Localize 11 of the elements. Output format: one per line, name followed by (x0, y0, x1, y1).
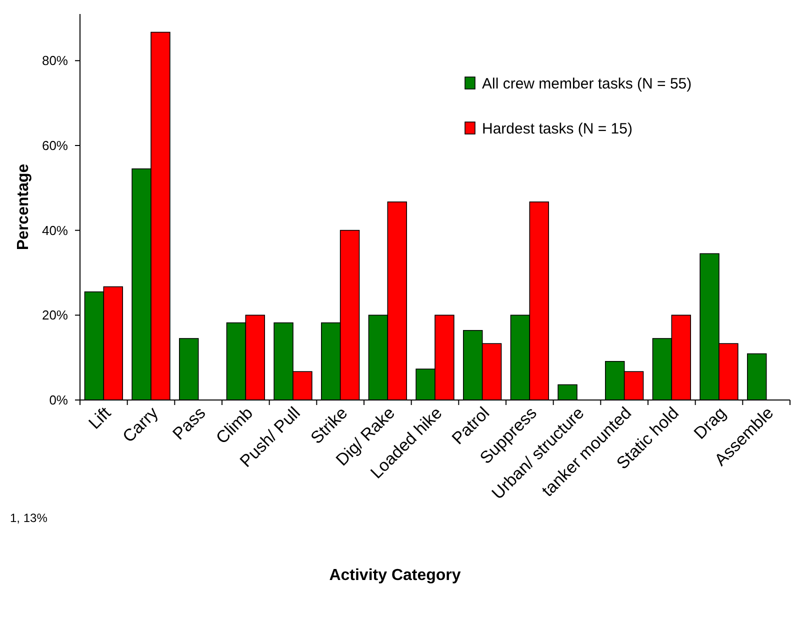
text: 1, 13% (10, 511, 48, 525)
y-tick-label: 40% (42, 222, 68, 238)
y-tick-label: 80% (42, 53, 68, 68)
y-axis-title: Percentage (15, 164, 32, 250)
x-tick-label: Lift (85, 403, 115, 433)
x-axis-title: Activity Category (329, 567, 461, 584)
y-tick-label: 20% (42, 308, 68, 323)
y-tick-label: 0% (49, 392, 68, 408)
y-tick-label: 60% (42, 138, 68, 154)
legend-label: All crew member tasks (N = 55) (482, 75, 692, 92)
legend-label: Hardest tasks (N = 15) (482, 120, 632, 138)
